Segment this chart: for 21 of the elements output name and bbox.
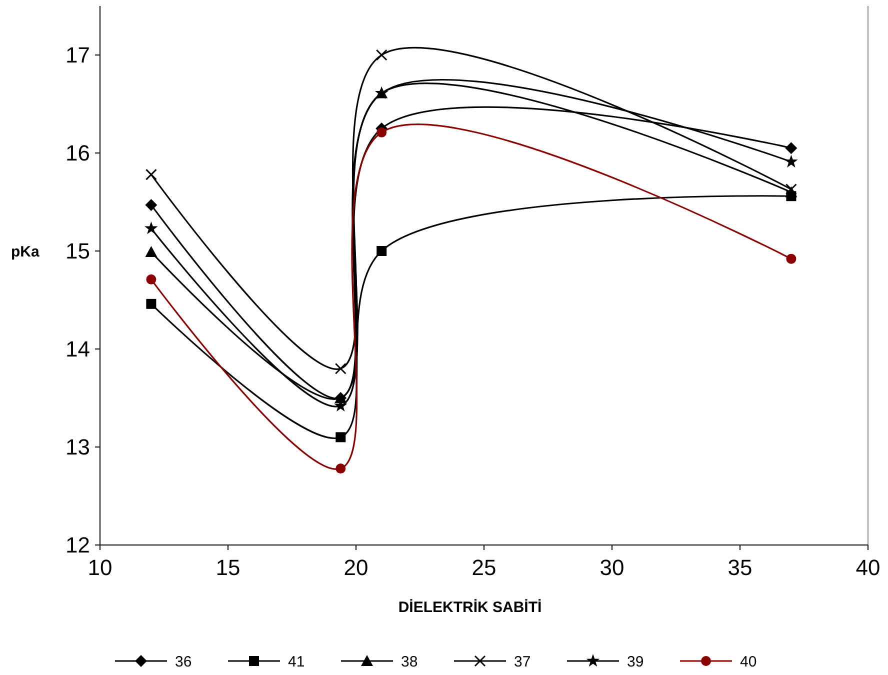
x-tick-label: 40 — [856, 555, 880, 580]
x-tick-label: 25 — [472, 555, 496, 580]
y-tick-label: 15 — [66, 238, 90, 264]
y-tick-label: 12 — [66, 532, 90, 558]
x-tick-label: 35 — [728, 555, 752, 580]
legend-label: 39 — [627, 653, 644, 670]
x-axis-title: DİELEKTRİK SABİTİ — [398, 599, 542, 616]
y-tick-label: 14 — [66, 336, 90, 362]
y-tick-label: 13 — [66, 434, 90, 460]
x-tick-label: 10 — [88, 555, 112, 580]
legend-label: 36 — [175, 653, 192, 670]
legend-label: 41 — [288, 653, 305, 670]
x-tick-label: 20 — [344, 555, 368, 580]
legend-label: 40 — [740, 653, 757, 670]
y-tick-label: 17 — [66, 42, 90, 68]
legend-label: 38 — [401, 653, 418, 670]
y-tick-label: 16 — [66, 140, 90, 166]
y-axis-title: pKa — [11, 243, 40, 260]
legend-label: 37 — [514, 653, 531, 670]
x-tick-label: 30 — [600, 555, 624, 580]
x-tick-label: 15 — [216, 555, 240, 580]
